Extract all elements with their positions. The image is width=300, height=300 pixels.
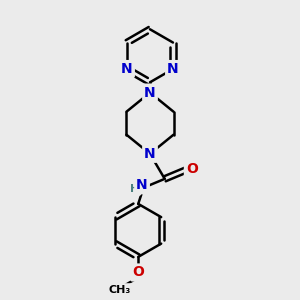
Text: N: N bbox=[144, 147, 156, 161]
Text: CH₃: CH₃ bbox=[109, 285, 131, 295]
Text: O: O bbox=[186, 161, 198, 176]
Text: N: N bbox=[144, 85, 156, 100]
Text: O: O bbox=[132, 266, 144, 280]
Text: N: N bbox=[121, 62, 133, 76]
Text: N: N bbox=[136, 178, 148, 192]
Text: N: N bbox=[167, 62, 179, 76]
Text: H: H bbox=[130, 184, 139, 194]
